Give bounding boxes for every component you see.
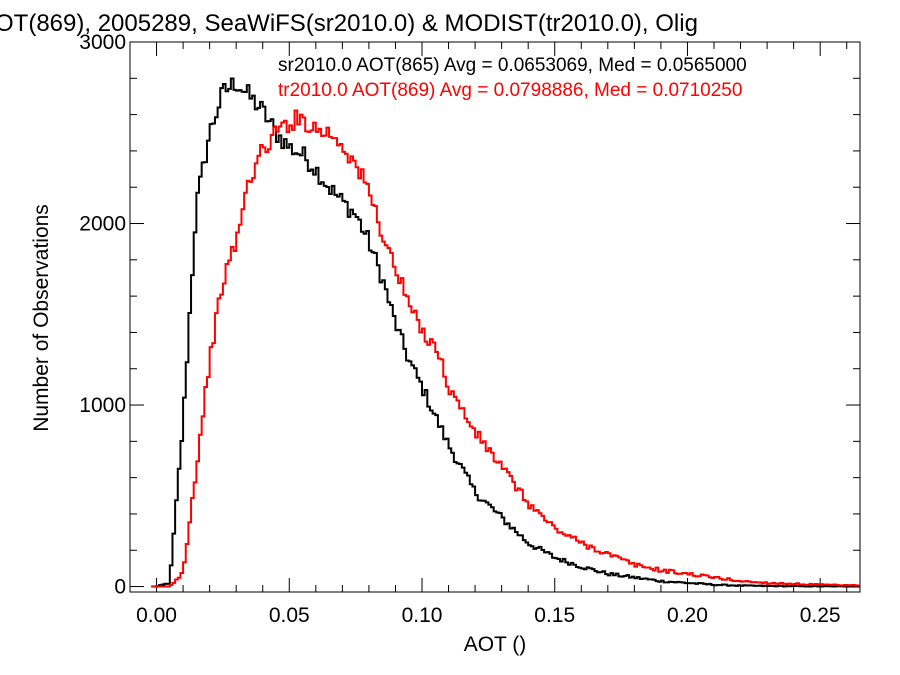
axis-ticks: 0.00 0.05 0.10 0.15 0.20 0.25 0 1000 2000 3000: [79, 31, 860, 627]
series-line-sr2010: [151, 77, 860, 588]
y-tick-label: 2000: [79, 213, 126, 236]
x-tick-label: 0.25: [800, 604, 841, 627]
legend-entry-tr2010: tr2010.0 AOT(869) Avg = 0.0798886, Med =…: [278, 80, 742, 101]
x-axis-label: AOT (): [464, 633, 527, 656]
y-tick-label: 0: [114, 576, 126, 599]
x-tick-label: 0.10: [402, 604, 443, 627]
chart-title: OT(869), 2005289, SeaWiFS(sr2010.0) & MO…: [0, 10, 698, 37]
legend-entry-sr2010: sr2010.0 AOT(865) Avg = 0.0653069, Med =…: [278, 55, 747, 76]
x-tick-label: 0.20: [667, 604, 708, 627]
x-tick-label: 0.05: [269, 604, 310, 627]
x-tick-label: 0.15: [534, 604, 575, 627]
plot-frame: [129, 41, 861, 593]
y-axis-label: Number of Observations: [30, 204, 53, 432]
x-tick-label: 0.00: [136, 604, 177, 627]
y-tick-label: 3000: [79, 31, 126, 54]
series-line-tr2010: [151, 109, 860, 588]
series-layer: [151, 77, 860, 588]
y-tick-label: 1000: [79, 394, 126, 417]
